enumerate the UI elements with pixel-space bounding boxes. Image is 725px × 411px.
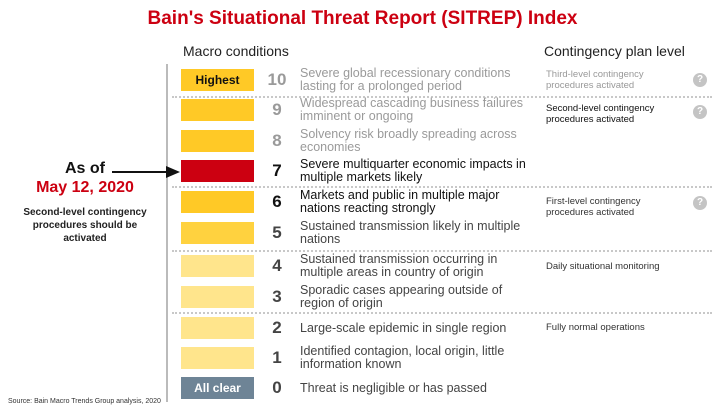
level-description: Solvency risk broadly spreading across e… xyxy=(300,127,517,154)
macro-conditions-header: Macro conditions xyxy=(183,43,289,59)
separator xyxy=(172,96,712,98)
contingency-normal-operations: Fully normal operations xyxy=(546,322,645,333)
source-note: Source: Bain Macro Trends Group analysis… xyxy=(8,398,161,405)
level-bar xyxy=(181,99,254,121)
level-description: Severe multiquarter economic impacts in … xyxy=(300,157,526,184)
level-bar xyxy=(181,347,254,369)
contingency-header: Contingency plan level xyxy=(544,43,685,59)
level-description: Sustained transmission likely in multipl… xyxy=(300,219,521,246)
level-description: Identified contagion, local origin, litt… xyxy=(300,344,505,371)
level-bar xyxy=(181,160,254,182)
level-description: Large-scale epidemic in single region xyxy=(300,321,507,335)
level-bar: All clear xyxy=(181,377,254,399)
contingency-first-level: First-level contingency procedures activ… xyxy=(546,196,641,218)
level-bar xyxy=(181,286,254,308)
level-number: 2 xyxy=(272,318,282,337)
separator xyxy=(172,186,712,188)
level-number: 6 xyxy=(272,192,282,211)
level-bar xyxy=(181,222,254,244)
level-description: Sustained transmission occurring in mult… xyxy=(300,252,498,279)
level-number: 4 xyxy=(272,256,282,275)
level-description: Markets and public in multiple major nat… xyxy=(300,188,500,215)
level-number: 1 xyxy=(272,348,282,367)
level-bar xyxy=(181,255,254,277)
level-bar xyxy=(181,191,254,213)
level-number: 0 xyxy=(272,378,282,397)
arrow-icon xyxy=(112,166,180,178)
level-bar xyxy=(181,130,254,152)
level-number: 7 xyxy=(272,161,282,180)
level-bar: Highest xyxy=(181,69,254,91)
current-date: May 12, 2020 xyxy=(36,179,134,196)
help-icon[interactable]: ? xyxy=(693,73,707,87)
contingency-third-level: Third-level contingency procedures activ… xyxy=(546,69,644,91)
divider-line xyxy=(166,64,168,402)
separator xyxy=(172,250,712,252)
level-description: Severe global recessionary conditions la… xyxy=(300,66,511,93)
contingency-second-level: Second-level contingency procedures acti… xyxy=(546,103,655,125)
help-icon[interactable]: ? xyxy=(693,196,707,210)
level-number: 10 xyxy=(267,70,287,89)
separator xyxy=(172,312,712,314)
level-description: Sporadic cases appearing outside of regi… xyxy=(300,283,503,310)
as-of-label: As of xyxy=(65,160,105,177)
help-icon[interactable]: ? xyxy=(693,105,707,119)
level-number: 9 xyxy=(272,100,282,119)
current-recommendation: Second-level contingency procedures shou… xyxy=(23,207,147,244)
level-description: Threat is negligible or has passed xyxy=(300,381,487,395)
level-description: Widespread cascading business failures i… xyxy=(300,96,524,123)
level-number: 8 xyxy=(272,131,282,150)
level-bar xyxy=(181,317,254,339)
page-title: Bain's Situational Threat Report (SITREP… xyxy=(147,8,578,29)
contingency-daily-monitoring: Daily situational monitoring xyxy=(546,261,660,272)
level-number: 5 xyxy=(272,223,282,242)
level-number: 3 xyxy=(272,287,282,306)
